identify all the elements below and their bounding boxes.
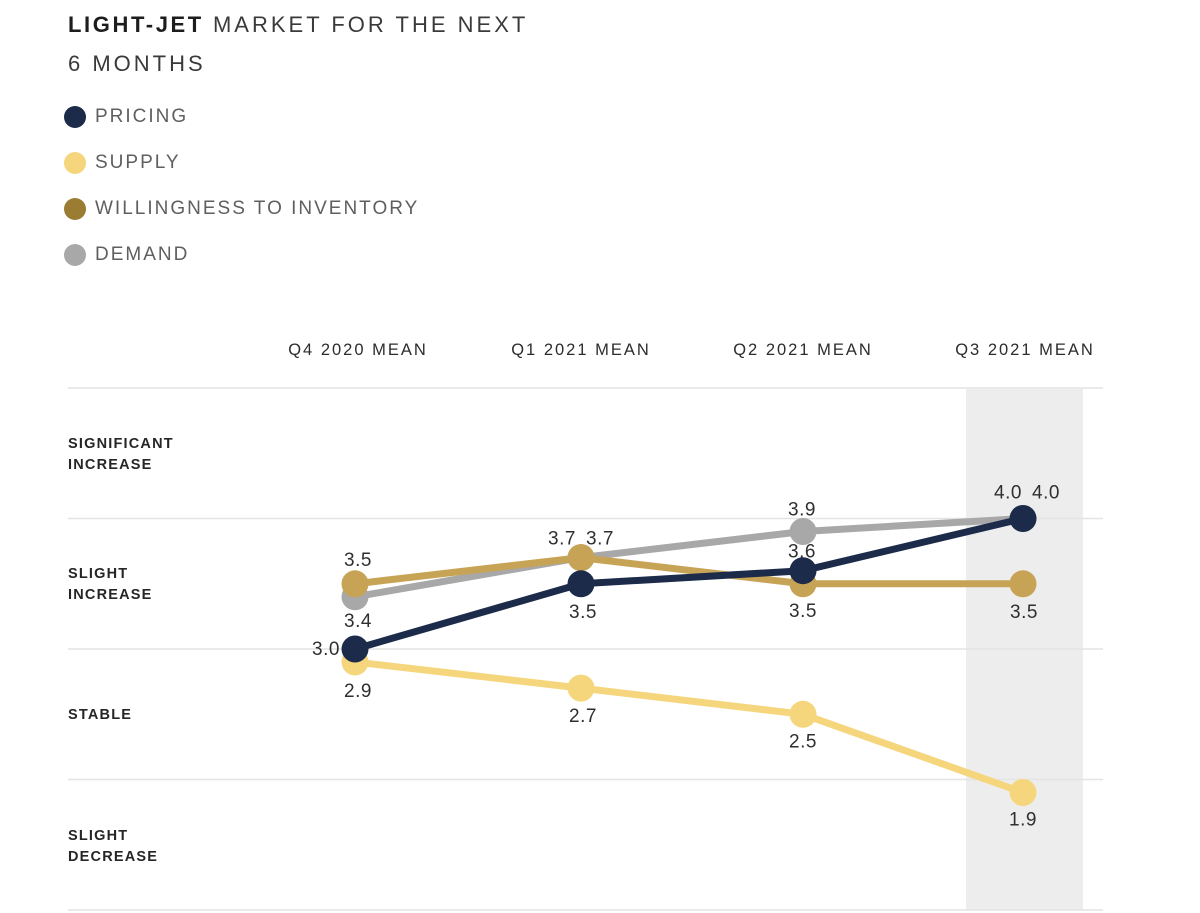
- data-point-supply-2: [789, 700, 817, 728]
- legend-item-demand: DEMAND: [64, 244, 419, 266]
- legend-item-pricing: PRICING: [64, 106, 419, 128]
- data-point-willingness-to-inventory-1: [567, 544, 595, 572]
- pricing-dot-icon: [64, 106, 86, 128]
- y-band-label-line: INCREASE: [68, 457, 153, 473]
- willingness-to-inventory-dot-icon: [64, 198, 86, 220]
- column-header-q4-2020: Q4 2020 MEAN: [288, 341, 428, 359]
- title-line-2: 6 MONTHS: [68, 51, 206, 76]
- value-label-pricing-2: 3.6: [788, 542, 816, 563]
- value-label-supply-2: 2.5: [789, 731, 817, 752]
- y-band-label-line: INCREASE: [68, 587, 153, 603]
- data-point-supply-1: [567, 674, 595, 702]
- title-line-1: LIGHT-JET MARKET FOR THE NEXT: [68, 12, 528, 38]
- value-label-willingness-to-inventory-0: 3.5: [344, 550, 372, 571]
- data-point-pricing-2: [789, 557, 817, 585]
- supply-dot-icon: [64, 152, 86, 174]
- value-label-supply-3: 1.9: [1009, 810, 1037, 831]
- legend-label-supply: SUPPLY: [95, 152, 181, 173]
- y-band-stable: STABLE: [68, 705, 132, 726]
- data-point-supply-3: [1009, 779, 1037, 806]
- value-label-supply-1: 2.7: [569, 706, 597, 727]
- legend-label-willingness-to-inventory: WILLINGNESS TO INVENTORY: [95, 198, 420, 219]
- data-point-demand-2: [789, 518, 817, 545]
- y-band-significant-increase: SIGNIFICANT INCREASE: [68, 434, 174, 476]
- series-line-pricing: [351, 515, 1027, 653]
- title-brand: LIGHT-JET: [68, 12, 204, 37]
- y-band-label-line: STABLE: [68, 707, 133, 723]
- demand-dot-icon: [64, 244, 86, 266]
- y-band-slight-decrease: SLIGHT DECREASE: [68, 826, 158, 868]
- value-label-pricing-1: 3.5: [569, 602, 597, 623]
- legend-item-supply: SUPPLY: [64, 152, 419, 174]
- column-header-q1-2021: Q1 2021 MEAN: [511, 341, 651, 359]
- data-point-pricing-1: [567, 570, 595, 598]
- value-label-willingness-to-inventory-2: 3.5: [789, 601, 817, 622]
- value-label-pricing-3: 4.0: [1032, 483, 1060, 504]
- legend-label-pricing: PRICING: [95, 106, 189, 127]
- series-line-supply: [351, 658, 1027, 796]
- data-point-pricing-0: [341, 635, 369, 663]
- y-band-slight-increase: SLIGHT INCREASE: [68, 564, 153, 606]
- y-band-label-line: SIGNIFICANT: [68, 436, 174, 452]
- y-band-label-line: DECREASE: [68, 849, 159, 865]
- y-band-label-line: SLIGHT: [68, 828, 129, 844]
- value-label-willingness-to-inventory-1: 3.7: [586, 529, 614, 550]
- series-line-willingness-to-inventory: [351, 554, 1027, 588]
- value-label-demand-0: 3.4: [344, 611, 372, 632]
- value-label-demand-1: 3.7: [548, 529, 576, 550]
- data-point-pricing-3: [1009, 505, 1037, 532]
- page-title: LIGHT-JET MARKET FOR THE NEXT 6 MONTHS: [68, 12, 528, 77]
- value-label-demand-2: 3.9: [788, 500, 816, 521]
- chart-legend: PRICING SUPPLY WILLINGNESS TO INVENTORY …: [64, 106, 419, 290]
- column-header-q3-2021: Q3 2021 MEAN: [955, 341, 1095, 359]
- data-point-willingness-to-inventory-0: [341, 570, 369, 598]
- y-band-label-line: SLIGHT: [68, 566, 129, 582]
- legend-item-willingness-to-inventory: WILLINGNESS TO INVENTORY: [64, 198, 419, 220]
- legend-label-demand: DEMAND: [95, 244, 190, 265]
- value-label-willingness-to-inventory-3: 3.5: [1010, 602, 1038, 623]
- title-rest: MARKET FOR THE NEXT: [203, 12, 529, 37]
- series-line-demand: [351, 515, 1027, 601]
- data-point-willingness-to-inventory-3: [1009, 570, 1037, 598]
- value-label-supply-0: 2.9: [344, 681, 372, 702]
- value-label-demand-3: 4.0: [994, 483, 1022, 504]
- column-header-q2-2021: Q2 2021 MEAN: [733, 341, 873, 359]
- value-label-pricing-0: 3.0: [312, 639, 340, 660]
